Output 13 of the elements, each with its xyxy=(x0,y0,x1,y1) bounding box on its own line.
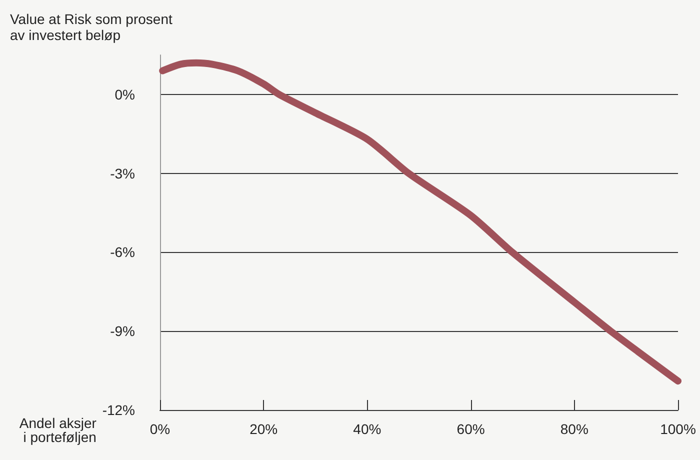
x-tick-label: 20% xyxy=(250,421,278,437)
y-axis-title: Value at Risk som prosent av investert beløp xyxy=(10,11,172,43)
x-tick-label: 0% xyxy=(150,421,170,437)
x-tick-label: 100% xyxy=(660,421,696,437)
y-tick-label: 0% xyxy=(114,86,135,102)
y-tick-label: -12% xyxy=(102,402,135,418)
x-tick-label: 80% xyxy=(560,421,588,437)
x-tick-label: 40% xyxy=(353,421,382,437)
y-tick-label: -9% xyxy=(110,323,135,340)
y-tick-label: -6% xyxy=(110,244,135,260)
y-tick-label: -3% xyxy=(110,165,135,182)
x-axis-title: Andel aksjer i porteføljen xyxy=(19,415,97,445)
x-tick-label: 60% xyxy=(456,421,485,437)
